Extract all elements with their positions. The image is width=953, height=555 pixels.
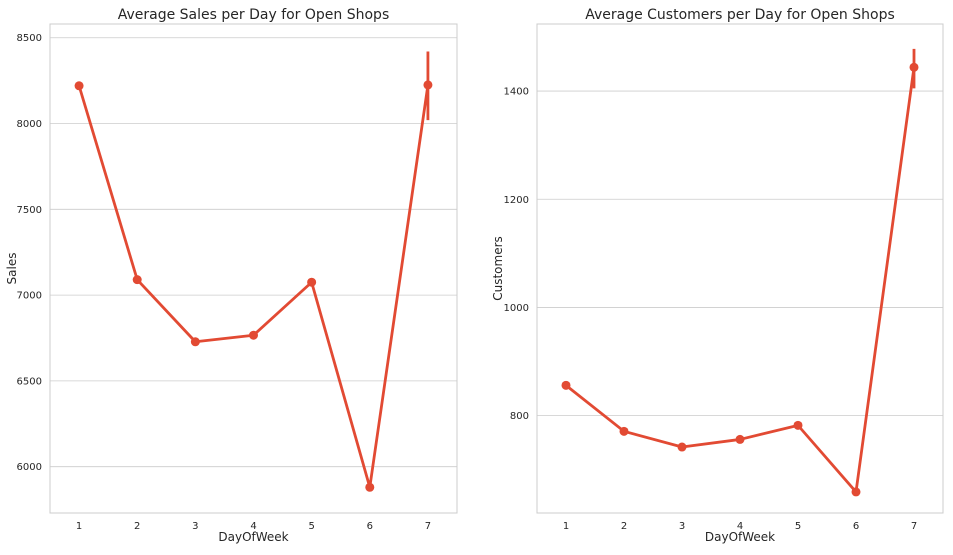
x-tick-label: 1: [563, 521, 569, 532]
data-point: [735, 434, 745, 444]
series-line: [77, 84, 430, 489]
plot-frame: [49, 23, 458, 514]
data-point: [307, 277, 317, 287]
y-tick-label: 6500: [17, 376, 42, 387]
y-axis-label: Sales: [5, 253, 19, 285]
y-tick-label: 800: [510, 411, 529, 422]
chart-title: Average Customers per Day for Open Shops: [585, 7, 895, 23]
x-tick-label: 3: [192, 521, 198, 532]
x-tick-label: 1: [76, 521, 82, 532]
x-tick-label: 4: [737, 521, 743, 532]
x-tick-label: 7: [911, 521, 917, 532]
data-point: [365, 482, 375, 492]
chart-panel-2: 800 1000 1200 1400 1 2 3 4 5 6 7 Average Customers …: [491, 7, 944, 544]
y-tick-label: 1400: [504, 87, 529, 98]
x-tick-label: 3: [679, 521, 685, 532]
x-tick-label: 7: [425, 521, 431, 532]
data-point: [851, 487, 861, 497]
x-tick-label: 2: [621, 521, 627, 532]
y-axis-label: Customers: [491, 236, 505, 301]
x-tick-label: 5: [795, 521, 801, 532]
x-axis-label: DayOfWeek: [218, 530, 288, 544]
data-point: [423, 80, 433, 90]
y-tick-label: 7000: [17, 291, 42, 302]
x-tick-label: 6: [367, 521, 373, 532]
data-point: [677, 442, 687, 452]
data-point: [619, 426, 629, 436]
data-point: [249, 330, 258, 340]
data-point: [132, 275, 142, 285]
data-point: [561, 380, 571, 390]
y-tick-label: 1000: [504, 303, 529, 314]
data-point: [74, 81, 84, 91]
x-tick-label: 4: [250, 521, 256, 532]
x-tick-label: 2: [134, 521, 140, 532]
x-tick-label: 5: [308, 521, 314, 532]
y-tick-label: 7500: [17, 205, 42, 216]
y-tick-label: 1200: [504, 195, 529, 206]
series-line: [565, 67, 916, 494]
data-point: [190, 337, 200, 347]
x-tick-label: 6: [853, 521, 859, 532]
data-point: [909, 62, 919, 72]
x-axis-label: DayOfWeek: [705, 530, 775, 544]
plot-frame: [536, 23, 944, 514]
chart-panel-1: 6000 6500 7000 7500 8000 8500 1 2 3 4 5 6 7 Average S…: [5, 7, 458, 544]
y-tick-label: 6000: [17, 462, 42, 473]
data-point: [793, 420, 803, 430]
y-tick-label: 8500: [17, 33, 42, 44]
y-tick-label: 8000: [17, 119, 42, 130]
chart-title: Average Sales per Day for Open Shops: [118, 7, 390, 23]
